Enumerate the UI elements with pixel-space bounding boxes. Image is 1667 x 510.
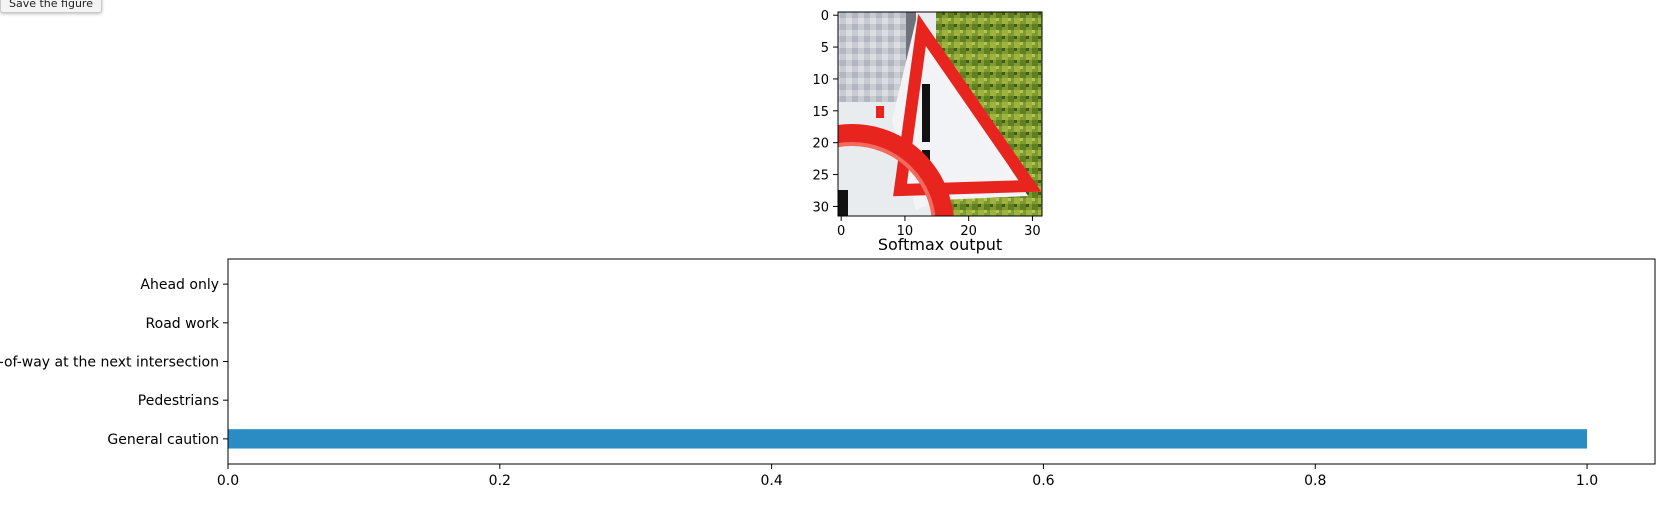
image-y-tick-label: 10 <box>812 73 829 88</box>
image-x-tick-label: 30 <box>1024 224 1041 239</box>
y-tick-label: General caution <box>107 432 219 448</box>
traffic-sign-image <box>838 12 1042 216</box>
y-tick-label: Right-of-way at the next intersection <box>0 355 219 371</box>
chart-title: Softmax output <box>878 235 1002 254</box>
image-y-tick-label: 0 <box>821 9 829 24</box>
image-y-tick-label: 20 <box>812 137 829 152</box>
x-tick-label: 0.6 <box>1032 473 1054 489</box>
x-tick-label: 0.2 <box>489 473 511 489</box>
y-tick-label: Road work <box>146 316 220 332</box>
image-y-tick-label: 15 <box>812 105 829 120</box>
image-x-ticks: 0 10 20 30 <box>837 216 1041 239</box>
image-x-tick-label: 20 <box>960 224 977 239</box>
bar-0 <box>228 429 1588 449</box>
image-y-ticks: 0 5 10 15 20 25 30 <box>812 9 838 215</box>
x-axis-ticks: 0.0 0.2 0.4 0.6 0.8 1.0 <box>217 464 1598 489</box>
image-y-tick-label: 5 <box>821 41 829 56</box>
y-tick-label: Ahead only <box>140 277 219 293</box>
x-tick-label: 0.8 <box>1304 473 1326 489</box>
x-tick-label: 1.0 <box>1576 473 1598 489</box>
y-axis-ticks: General caution Pedestrians Right-of-way a… <box>0 277 228 448</box>
image-y-tick-label: 25 <box>812 169 829 184</box>
y-tick-label: Pedestrians <box>138 393 219 409</box>
image-y-tick-label: 30 <box>812 200 829 215</box>
image-panel: 0 10 20 30 0 5 10 15 20 25 30 <box>812 9 1043 239</box>
image-frame <box>837 11 1043 217</box>
softmax-chart: Softmax output General caution Pedestrian… <box>0 235 1656 489</box>
x-tick-label: 0.0 <box>217 473 239 489</box>
image-x-tick-label: 0 <box>837 224 845 239</box>
save-figure-button[interactable]: Save the figure <box>0 0 102 13</box>
bars-group <box>228 429 1588 449</box>
x-tick-label: 0.4 <box>760 473 782 489</box>
image-x-tick-label: 10 <box>897 224 914 239</box>
